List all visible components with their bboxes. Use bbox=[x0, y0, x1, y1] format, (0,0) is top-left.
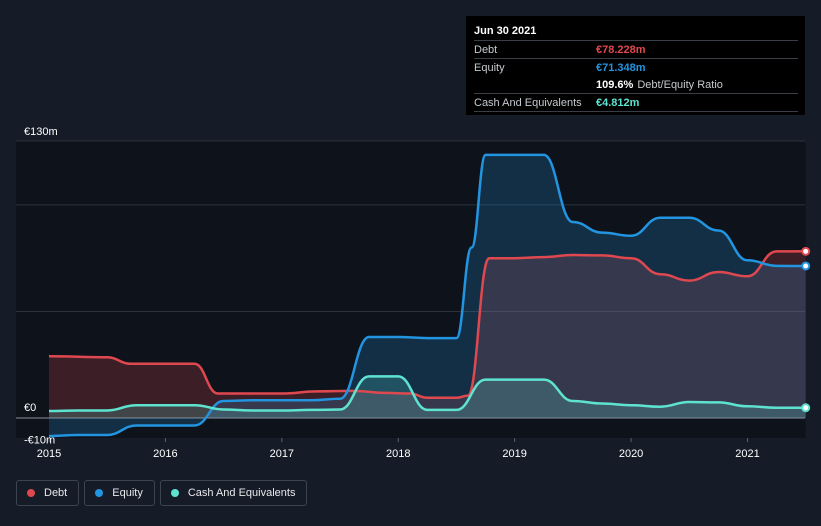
equity-line bbox=[48, 153, 806, 438]
tooltip-date: Jun 30 2021 bbox=[474, 25, 537, 37]
debt-line bbox=[48, 250, 806, 400]
equity-area bbox=[49, 154, 806, 437]
tooltip-equity-row: Equity €71.348m bbox=[474, 58, 798, 76]
cash-dot-icon bbox=[170, 489, 179, 497]
tooltip-ratio-value: 109.6% bbox=[596, 78, 634, 91]
tooltip-cash-label: Cash And Equivalents bbox=[474, 96, 582, 109]
equity-dot-icon bbox=[95, 489, 104, 497]
tooltip-equity-value: €71.348m bbox=[596, 61, 646, 74]
legend-item-equity[interactable]: Equity bbox=[84, 480, 155, 506]
y-tick-label: €0 bbox=[24, 402, 36, 414]
x-tick-label: 2018 bbox=[386, 448, 410, 460]
legend-label-equity: Equity bbox=[112, 487, 143, 499]
x-tick-label: 2021 bbox=[735, 448, 759, 460]
cash-endpoint bbox=[801, 403, 811, 413]
equity-endpoint bbox=[801, 261, 811, 271]
tooltip-debt-label: Debt bbox=[474, 43, 498, 56]
x-tick-label: 2017 bbox=[270, 448, 294, 460]
legend-item-debt[interactable]: Debt bbox=[16, 480, 80, 506]
tooltip: Jun 30 2021 Debt €78.228m Equity €71.348… bbox=[466, 16, 805, 115]
x-tick-label: 2015 bbox=[37, 448, 61, 460]
x-tick-label: 2019 bbox=[502, 448, 526, 460]
x-tick-label: 2016 bbox=[153, 448, 177, 460]
tooltip-cash-value: €4.812m bbox=[596, 96, 640, 109]
y-tick-label: €130m bbox=[24, 126, 58, 138]
tooltip-debt-row: Debt €78.228m bbox=[474, 40, 798, 58]
tooltip-debt-value: €78.228m bbox=[596, 43, 646, 56]
debt-dot-icon bbox=[27, 489, 35, 497]
legend: Debt Equity Cash And Equivalents bbox=[16, 480, 312, 506]
tooltip-equity-label: Equity bbox=[474, 61, 505, 74]
tooltip-ratio-row: 109.6% Debt/Equity Ratio bbox=[474, 76, 798, 93]
tooltip-ratio-label: Debt/Equity Ratio bbox=[637, 78, 723, 91]
debt-area bbox=[49, 251, 806, 418]
debt-endpoint bbox=[801, 246, 811, 256]
cash-line bbox=[48, 375, 806, 413]
legend-item-cash[interactable]: Cash And Equivalents bbox=[159, 480, 308, 506]
x-tick-label: 2020 bbox=[619, 448, 643, 460]
tooltip-cash-row: Cash And Equivalents €4.812m bbox=[474, 93, 798, 112]
legend-label-cash: Cash And Equivalents bbox=[187, 487, 296, 499]
y-tick-label: -€10m bbox=[24, 434, 55, 446]
cash-area bbox=[49, 376, 806, 418]
legend-label-debt: Debt bbox=[44, 487, 68, 499]
